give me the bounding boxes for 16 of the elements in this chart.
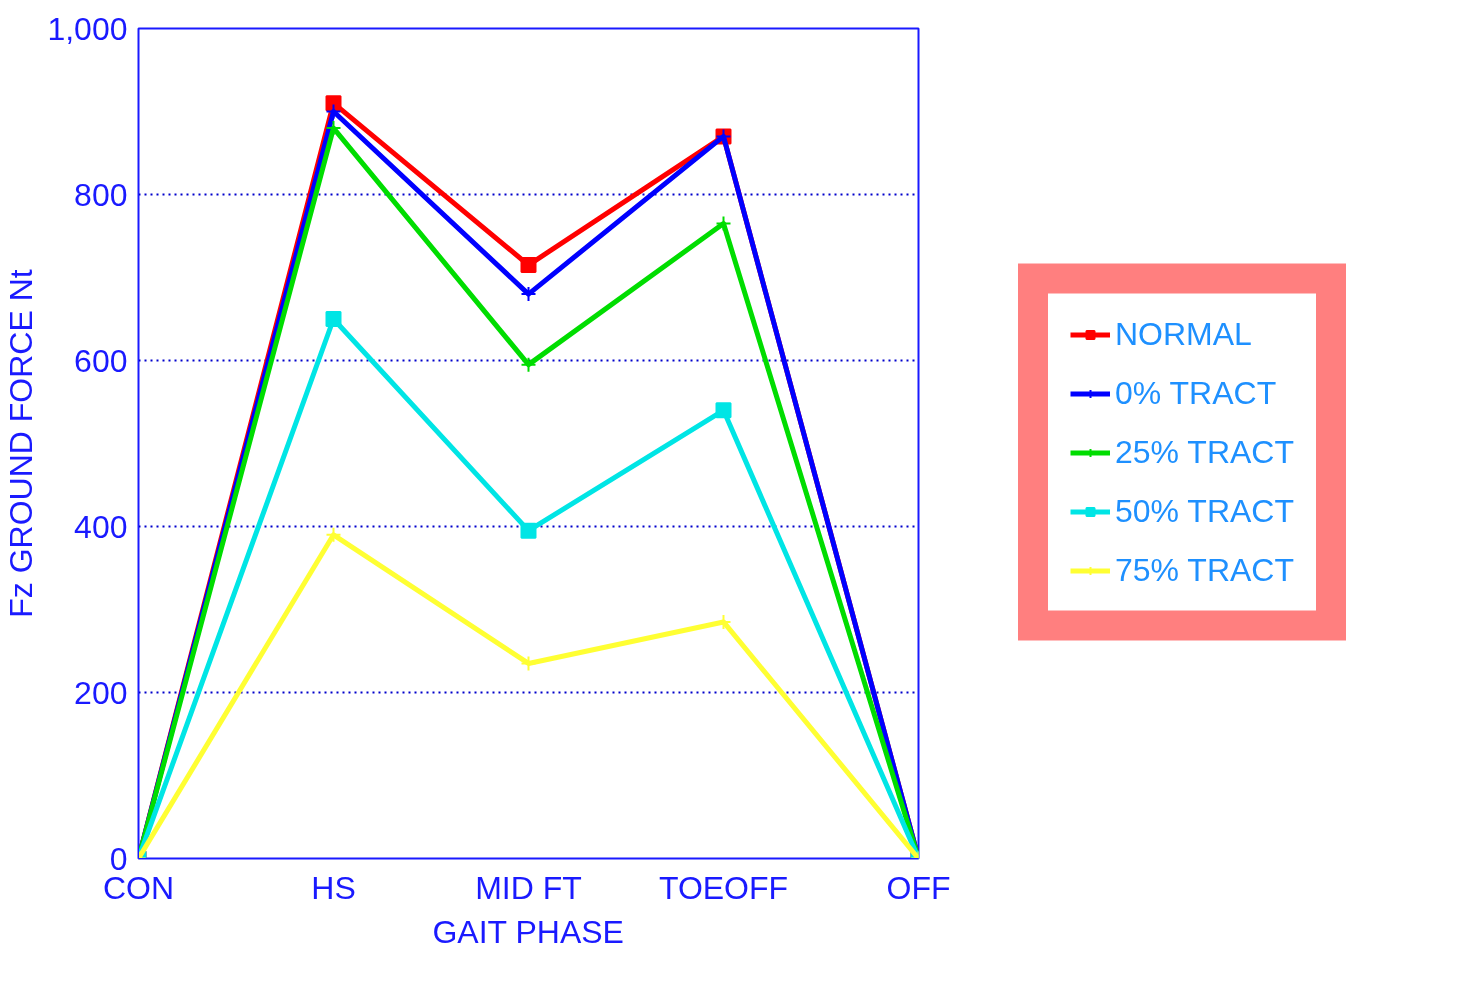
- legend-label: 50% TRACT: [1115, 492, 1295, 530]
- legend-label: NORMAL: [1115, 315, 1252, 353]
- y-tick-label: 400: [74, 508, 128, 545]
- x-tick-label: OFF: [886, 869, 951, 906]
- x-tick-label: HS: [311, 869, 356, 906]
- y-tick-label: 1,000: [47, 10, 128, 47]
- y-tick-label: 200: [74, 674, 128, 711]
- x-axis-title: GAIT PHASE: [432, 913, 624, 950]
- y-tick-label: 600: [74, 342, 128, 379]
- legend-label: 0% TRACT: [1115, 374, 1277, 412]
- x-tick-label: MID FT: [475, 869, 582, 906]
- y-tick-label: 800: [74, 176, 128, 213]
- x-tick-label: TOEOFF: [658, 869, 789, 906]
- legend-label: 75% TRACT: [1115, 551, 1295, 589]
- legend-label: 25% TRACT: [1115, 433, 1295, 471]
- y-axis-title: Fz GROUND FORCE Nt: [3, 269, 40, 618]
